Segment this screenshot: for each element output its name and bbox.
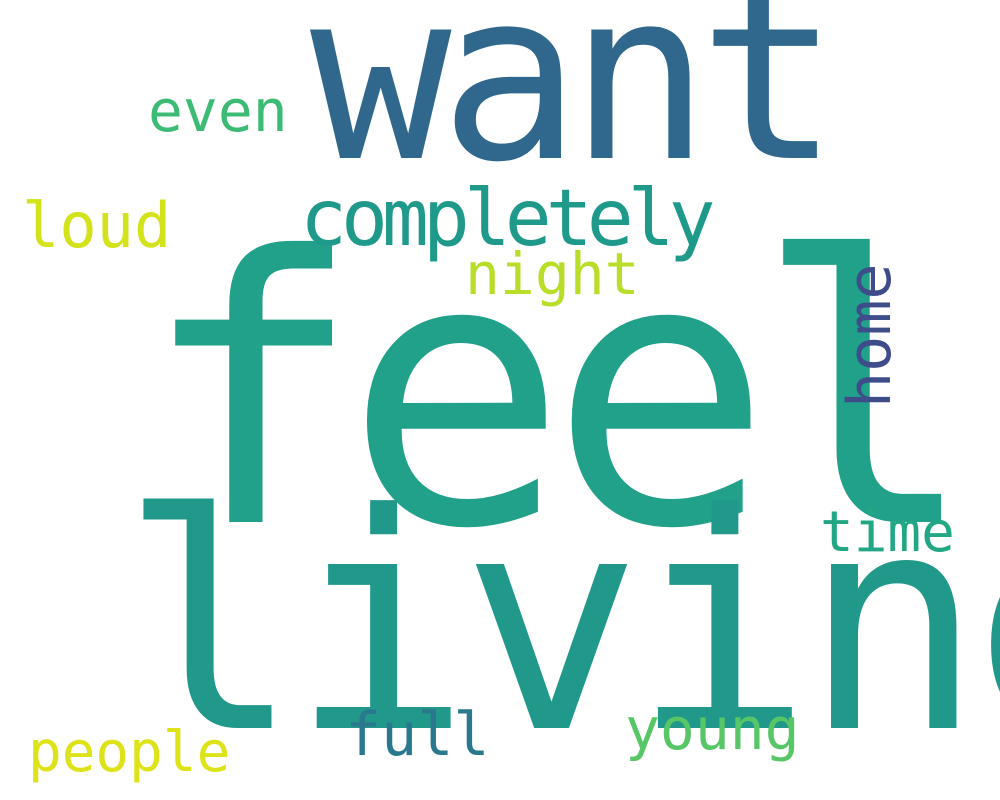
- word-even: even: [148, 77, 288, 145]
- word-home: home: [835, 263, 905, 409]
- word-night: night: [465, 240, 640, 308]
- word-living: living: [120, 450, 1000, 799]
- word-full: full: [345, 700, 490, 770]
- word-want: want: [310, 0, 840, 214]
- word-young: young: [625, 695, 800, 763]
- word-people: people: [28, 720, 231, 785]
- word-completely: completely: [300, 174, 716, 264]
- word-loud: loud: [22, 189, 172, 262]
- word-feel: feel: [140, 180, 977, 610]
- word-time: time: [820, 500, 955, 565]
